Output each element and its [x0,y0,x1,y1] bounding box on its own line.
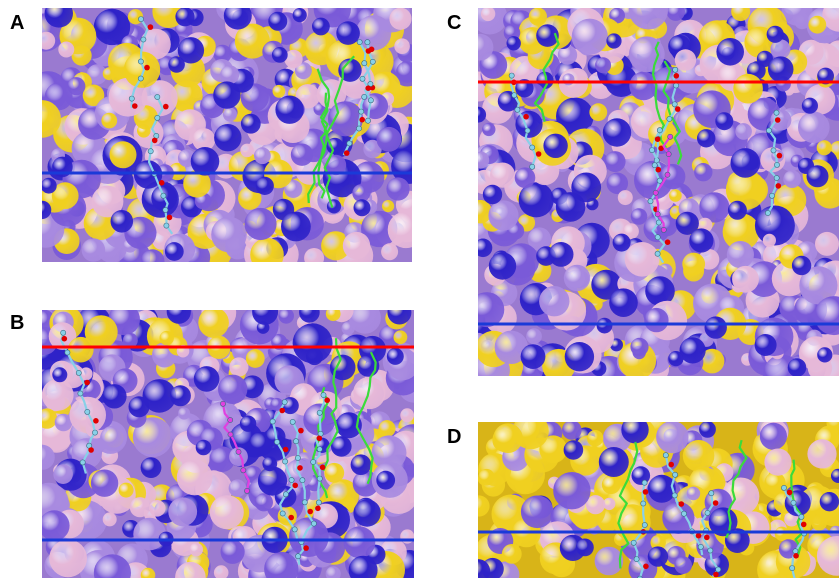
panel-label-d: D [447,426,462,448]
panel-label-c: C [447,12,462,34]
panel-b-surface [42,310,414,578]
panel-b-image [42,310,414,578]
panel-label-a: A [10,12,25,34]
panel-c-image [478,8,839,376]
panel-d-surface [478,422,839,578]
panel-a-surface [42,8,412,262]
panel-label-b: B [10,312,25,334]
panel-a-image [42,8,412,262]
panel-c-surface [478,8,839,376]
panel-d-image [478,422,839,578]
